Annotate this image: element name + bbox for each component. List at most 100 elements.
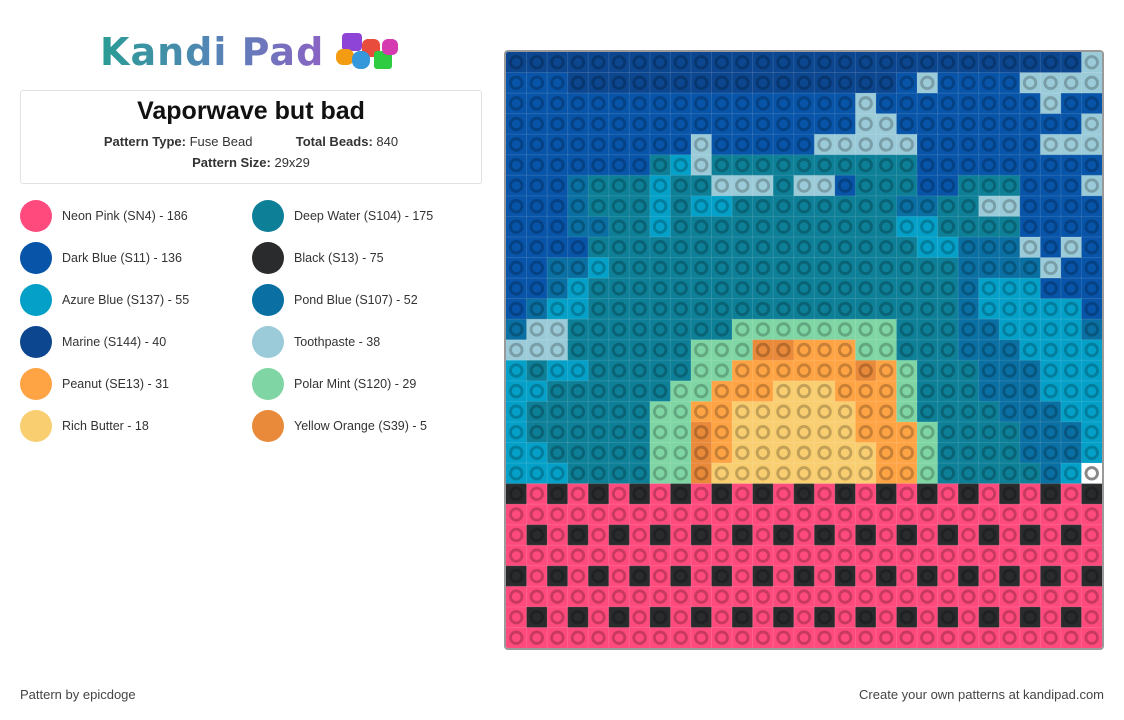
bead-ring [1063, 301, 1079, 317]
bead-ring [796, 363, 812, 378]
bead-ring [1022, 198, 1038, 214]
bead-ring [714, 322, 729, 337]
bead-cell [937, 360, 959, 382]
bead-cell [526, 52, 548, 73]
bead-cell [773, 565, 795, 587]
bead-cell [999, 545, 1021, 567]
bead-cell [793, 52, 815, 73]
bead-cell [875, 257, 897, 279]
bead-cell [875, 360, 897, 382]
bead-cell [999, 134, 1021, 156]
bead-cell [958, 442, 979, 464]
legend-label: Yellow Orange (S39) - 5 [294, 419, 427, 433]
bead-ring [817, 548, 832, 563]
bead-cell [1019, 236, 1041, 258]
legend-label: Peanut (SE13) - 31 [62, 377, 170, 391]
bead-ring [1084, 466, 1099, 481]
bead-cell [711, 401, 733, 423]
bead-ring [1022, 240, 1038, 255]
bead-cell [958, 421, 979, 443]
bead-ring [920, 137, 935, 152]
bead-cell [608, 606, 630, 628]
bead-ring [714, 55, 729, 70]
bead-ring [509, 281, 524, 296]
bead-ring [509, 322, 524, 337]
bead-ring [673, 609, 688, 625]
bead-ring [673, 589, 688, 604]
bead-ring [529, 322, 545, 337]
kandi-pad-logo[interactable]: Kandi Pad [100, 24, 406, 80]
bead-ring [714, 548, 729, 563]
bead-ring [940, 527, 956, 543]
bead-cell [629, 483, 651, 505]
bead-ring [632, 157, 647, 173]
bead-ring [1063, 609, 1079, 625]
bead-ring [714, 75, 729, 91]
legend-item-polar-mint: Polar Mint (S120) - 29 [252, 368, 416, 400]
create-patterns-link[interactable]: Create your own patterns at kandipad.com [859, 687, 1104, 702]
bead-cell [670, 52, 692, 73]
bead-cell [526, 504, 548, 525]
bead-cell [690, 216, 712, 238]
bead-cell [588, 421, 610, 443]
bead-ring [1043, 342, 1058, 358]
bead-cell [526, 195, 548, 217]
bead-cell [711, 586, 733, 608]
bead-ring [899, 178, 914, 193]
color-swatch [252, 284, 284, 316]
bead-cell [1019, 380, 1041, 402]
bead-ring [673, 96, 688, 111]
bead-ring [837, 281, 853, 296]
bead-ring [735, 322, 750, 337]
bead-cell [1040, 606, 1062, 628]
bead-cell [1081, 134, 1102, 156]
bead-ring [591, 383, 606, 399]
bead-ring [611, 219, 627, 234]
bead-cell [896, 606, 918, 628]
bead-ring [755, 219, 771, 234]
bead-cell [670, 278, 692, 299]
bead-ring [1022, 527, 1038, 543]
bead-ring [1022, 486, 1038, 502]
bead-cell [752, 442, 774, 464]
bead-ring [755, 383, 771, 399]
bead-ring [879, 96, 894, 111]
bead-ring [1002, 137, 1017, 152]
bead-ring [899, 486, 914, 502]
bead-ring [509, 301, 524, 317]
bead-ring [694, 548, 709, 563]
bead-ring [673, 548, 688, 563]
bead-cell [690, 421, 712, 443]
bead-cell [649, 72, 671, 94]
color-swatch [20, 200, 52, 232]
bead-ring [529, 157, 545, 173]
bead-cell [629, 360, 651, 382]
bead-ring [1022, 589, 1038, 604]
bead-ring [1043, 568, 1058, 584]
bead-ring [652, 322, 668, 337]
bead-cell [773, 134, 795, 156]
bead-ring [509, 486, 524, 502]
bead-ring [837, 507, 853, 522]
bead-cell [649, 113, 671, 135]
bead-pattern-board[interactable] [504, 50, 1104, 650]
bead-cell [1081, 380, 1102, 402]
bead-cell [711, 545, 733, 567]
bead-cell [773, 627, 795, 648]
bead-ring [652, 281, 668, 296]
bead-cell [814, 216, 836, 238]
bead-cell [917, 545, 938, 567]
bead-cell [937, 113, 959, 135]
bead-ring [714, 568, 729, 584]
bead-ring [1084, 486, 1099, 502]
bead-cell [1060, 483, 1082, 505]
bead-ring [1043, 240, 1058, 255]
bead-cell [649, 134, 671, 156]
bead-cell [793, 134, 815, 156]
bead-cell [608, 113, 630, 135]
bead-cell [773, 113, 795, 135]
bead-cell [978, 463, 1000, 484]
bead-cell [732, 134, 753, 156]
bead-cell [793, 298, 815, 320]
bead-cell [855, 401, 877, 423]
